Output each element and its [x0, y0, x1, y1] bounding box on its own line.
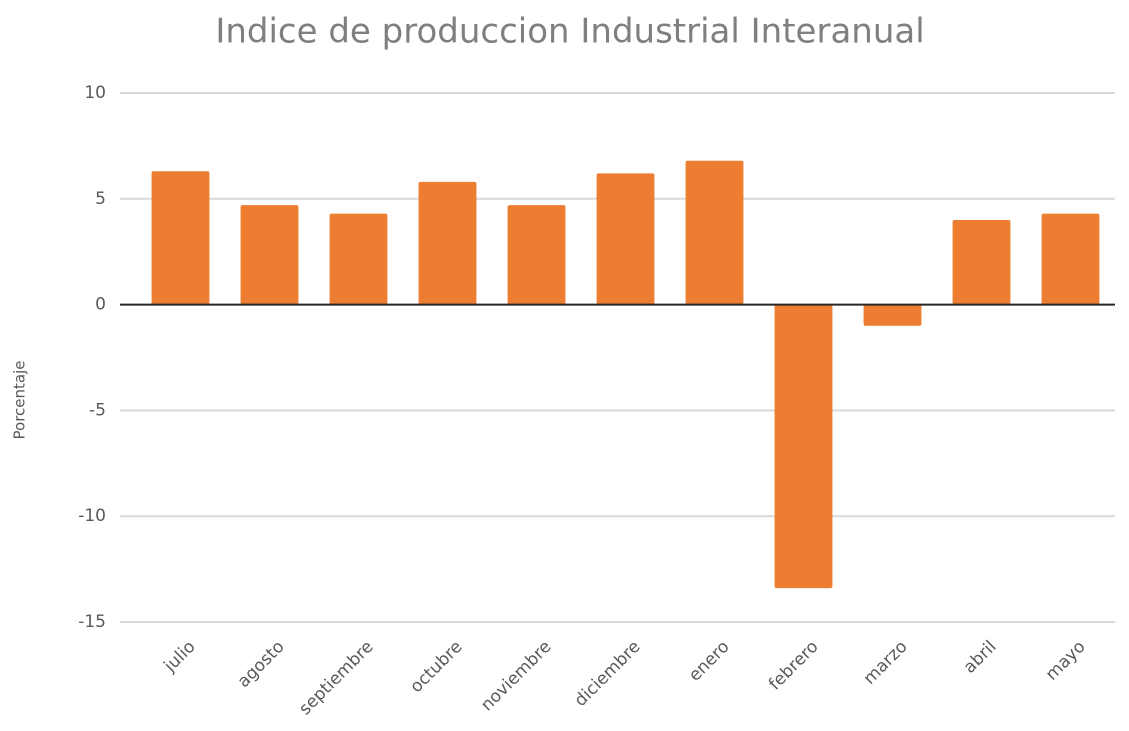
y-axis-label: Porcentaje: [11, 361, 29, 440]
x-tick-label: septiembre: [295, 637, 377, 719]
y-tick-label: 10: [84, 83, 106, 103]
x-tick-label: febrero: [765, 637, 823, 695]
bar: [596, 173, 655, 305]
bar: [685, 160, 744, 305]
bar: [952, 219, 1011, 305]
x-tick-label: mayo: [1042, 637, 1090, 685]
bar: [774, 304, 833, 589]
x-tick-label: octubre: [406, 637, 466, 697]
y-tick-label: 0: [95, 295, 106, 315]
y-tick-label: -10: [78, 506, 106, 526]
bar: [240, 205, 299, 305]
x-tick-label: julio: [160, 637, 200, 677]
x-tick-label: diciembre: [571, 637, 645, 711]
bar: [507, 205, 566, 305]
x-tick-label: enero: [685, 637, 734, 686]
x-tick-label: noviembre: [477, 637, 555, 715]
bar: [151, 171, 210, 305]
x-tick-label: abril: [960, 637, 1001, 678]
chart-title: Indice de produccion Industrial Interanu…: [215, 12, 924, 52]
x-tick-label: marzo: [860, 637, 912, 689]
bar: [418, 181, 477, 305]
y-tick-label: -5: [89, 400, 106, 420]
y-tick-label: 5: [95, 189, 106, 209]
bar: [1041, 213, 1100, 305]
bar: [329, 213, 388, 305]
x-tick-label: agosto: [234, 637, 289, 692]
bar: [863, 304, 922, 326]
y-tick-label: -15: [78, 612, 106, 632]
